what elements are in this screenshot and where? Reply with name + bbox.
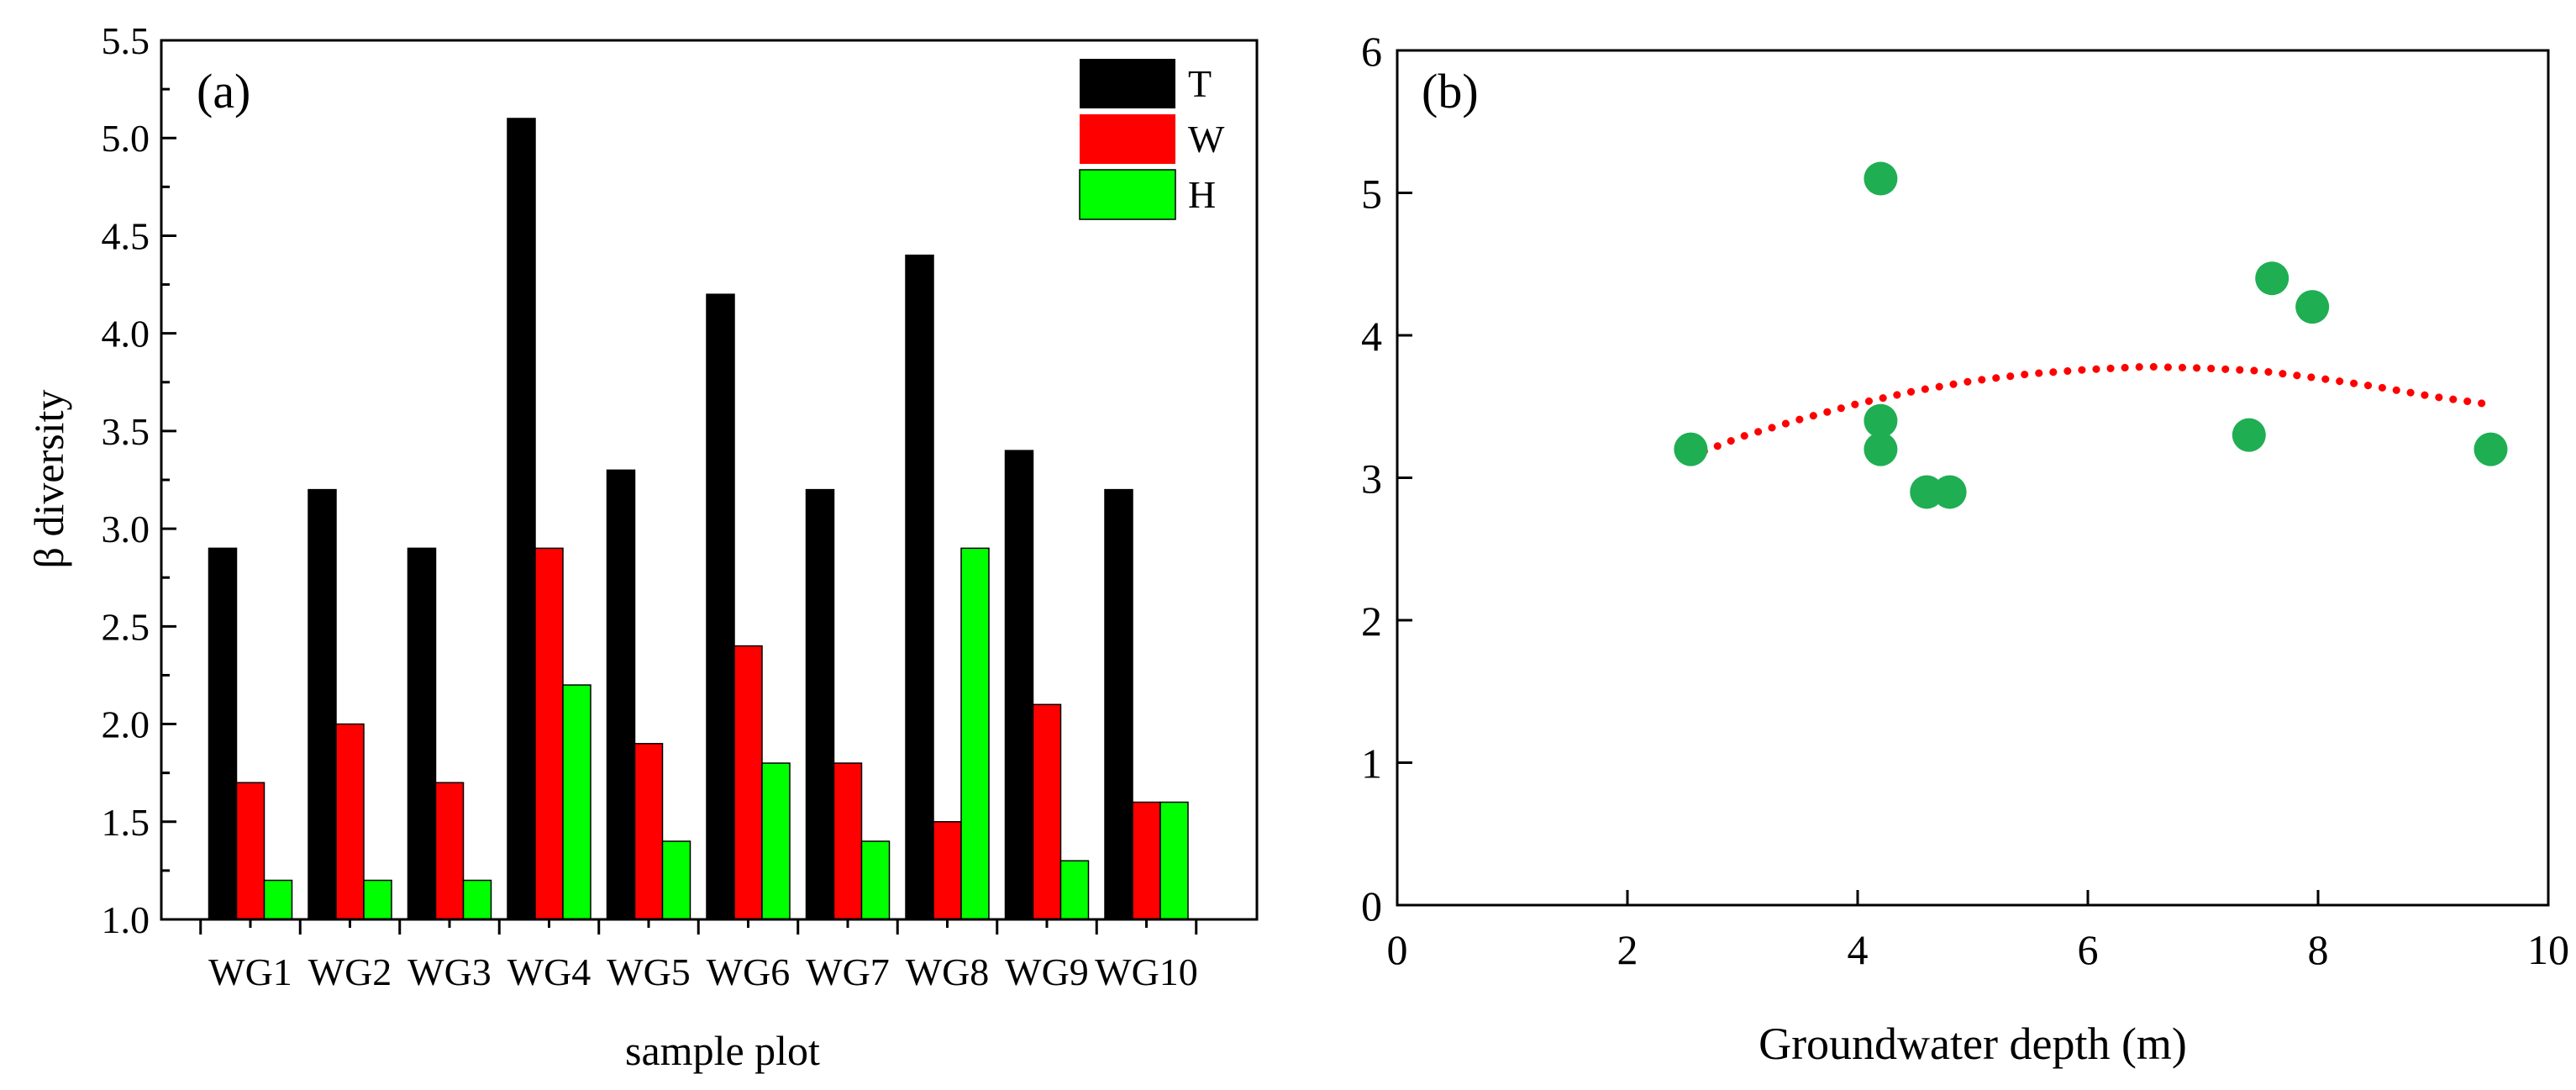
bar-H-WG3	[462, 879, 492, 920]
panel-b-y-axis: 0 1 2 3 4 5 6	[1361, 28, 1412, 929]
bar-H-WG2	[363, 879, 392, 920]
x-tick-label: WG3	[407, 950, 492, 993]
scatter-point-1	[1864, 161, 1898, 196]
y-tick-label: 4.0	[102, 313, 150, 355]
bar-T-WG8	[905, 254, 934, 920]
x-tick-label: WG9	[1005, 950, 1089, 993]
y-tick-label: 5	[1361, 171, 1382, 218]
scatter-points	[1674, 161, 2508, 509]
x-tick-label: WG8	[906, 950, 990, 993]
scatter-point-3	[1864, 432, 1898, 466]
y-tick-label: 1.5	[102, 801, 150, 844]
panel-b-x-axis: 0 2 4 6 8 10	[1387, 890, 2569, 973]
bar-T-WG4	[507, 118, 536, 920]
bar-T-WG1	[208, 547, 238, 920]
bar-W-WG5	[633, 743, 664, 920]
y-tick-label: 6	[1361, 28, 1382, 75]
bar-H-WG1	[263, 879, 293, 920]
legend-label-T: T	[1188, 62, 1212, 105]
bar-W-WG10	[1132, 801, 1161, 920]
x-tick-label: 2	[1617, 926, 1638, 973]
y-tick-label: 4.5	[102, 214, 150, 257]
bar-W-WG3	[434, 782, 465, 920]
scatter-point-5	[1932, 475, 1967, 509]
bar-H-WG8	[960, 547, 990, 920]
bar-W-WG8	[933, 821, 962, 920]
legend-label-W: W	[1188, 118, 1225, 161]
bar-group	[208, 118, 1189, 920]
y-tick-label: 3.5	[102, 410, 150, 453]
scatter-point-4	[1910, 475, 1944, 509]
y-tick-label: 3	[1361, 455, 1382, 503]
x-tick-label: WG2	[308, 950, 392, 993]
bar-H-WG6	[761, 762, 791, 920]
y-tick-label: 4	[1361, 313, 1382, 360]
bar-T-WG6	[706, 293, 735, 920]
bar-T-WG10	[1104, 488, 1133, 920]
bar-H-WG4	[562, 684, 591, 920]
legend-label-H: H	[1188, 173, 1216, 216]
legend: T W H	[1079, 59, 1225, 220]
x-tick-label: 10	[2527, 926, 2569, 973]
panel-b-plot-frame	[1396, 49, 2550, 907]
scatter-point-9	[2473, 432, 2508, 466]
y-tick-label: 2.0	[102, 703, 150, 746]
panel-b-x-axis-label: Groundwater depth (m)	[1759, 1019, 2187, 1069]
bar-W-WG9	[1032, 703, 1062, 920]
legend-swatch-W	[1080, 114, 1175, 164]
trend-line	[1686, 362, 2489, 461]
bar-W-WG6	[733, 645, 763, 920]
bar-W-WG2	[335, 723, 365, 920]
y-tick-label: 5.0	[102, 117, 150, 160]
x-tick-label: 4	[1848, 926, 1869, 973]
scatter-point-2	[1864, 403, 1898, 438]
bar-H-WG9	[1059, 860, 1090, 920]
x-tick-label: 6	[2078, 926, 2099, 973]
bar-T-WG7	[805, 488, 835, 920]
panel-a-y-axis: 1.0 1.5 2.0 2.5 3.0 3.5 4.0 4.5 5.0 5.5	[102, 19, 176, 941]
x-tick-label: WG6	[707, 950, 791, 993]
panel-b-scatter-chart: 0 1 2 3 4 5 6 0 2 4 6 8 10 (b) Groundwater depth (m…	[1361, 28, 2569, 1069]
bar-T-WG5	[606, 469, 636, 920]
y-tick-label: 1	[1361, 740, 1382, 787]
legend-swatch-H	[1079, 169, 1176, 220]
x-tick-label: WG4	[507, 950, 591, 993]
bar-T-WG9	[1004, 450, 1034, 920]
scatter-point-0	[1674, 432, 1708, 466]
bar-H-WG5	[661, 840, 691, 920]
scatter-point-6	[2232, 418, 2266, 452]
scatter-point-7	[2255, 261, 2289, 296]
trend-line-path	[1686, 362, 2489, 461]
panel-a-y-axis-label: β diversity	[25, 390, 72, 569]
panel-b-label: (b)	[1422, 64, 1479, 118]
x-tick-label: 0	[1387, 926, 1408, 973]
x-tick-label: WG7	[806, 950, 890, 993]
bar-W-WG4	[534, 547, 564, 920]
x-tick-label: 8	[2308, 926, 2329, 973]
panel-a-x-axis: WG1 WG2 WG3 WG4 WG5 WG6 WG7 WG8 WG9 WG10	[199, 919, 1198, 993]
bar-H-WG7	[860, 840, 891, 920]
bar-W-WG7	[833, 762, 863, 920]
legend-swatch-T	[1080, 59, 1175, 108]
y-tick-label: 2	[1361, 598, 1382, 645]
x-tick-label: WG5	[607, 950, 691, 993]
y-tick-label: 3.0	[102, 508, 150, 550]
bar-W-WG1	[235, 782, 265, 920]
panel-a-bar-chart: 1.0 1.5 2.0 2.5 3.0 3.5 4.0 4.5 5.0 5.5 WG1 WG2 WG3…	[25, 19, 1259, 1074]
bar-T-WG2	[308, 488, 337, 920]
panel-a-label: (a)	[197, 64, 250, 118]
bar-H-WG10	[1159, 801, 1189, 920]
x-tick-label: WG10	[1095, 950, 1198, 993]
x-tick-label: WG1	[208, 950, 292, 993]
y-tick-label: 5.5	[102, 19, 150, 62]
y-tick-label: 2.5	[102, 605, 150, 648]
bar-T-WG3	[407, 547, 437, 920]
y-tick-label: 0	[1361, 882, 1382, 929]
scatter-point-8	[2295, 290, 2330, 324]
panel-a-x-axis-label: sample plot	[625, 1027, 820, 1074]
y-tick-label: 1.0	[102, 898, 150, 941]
